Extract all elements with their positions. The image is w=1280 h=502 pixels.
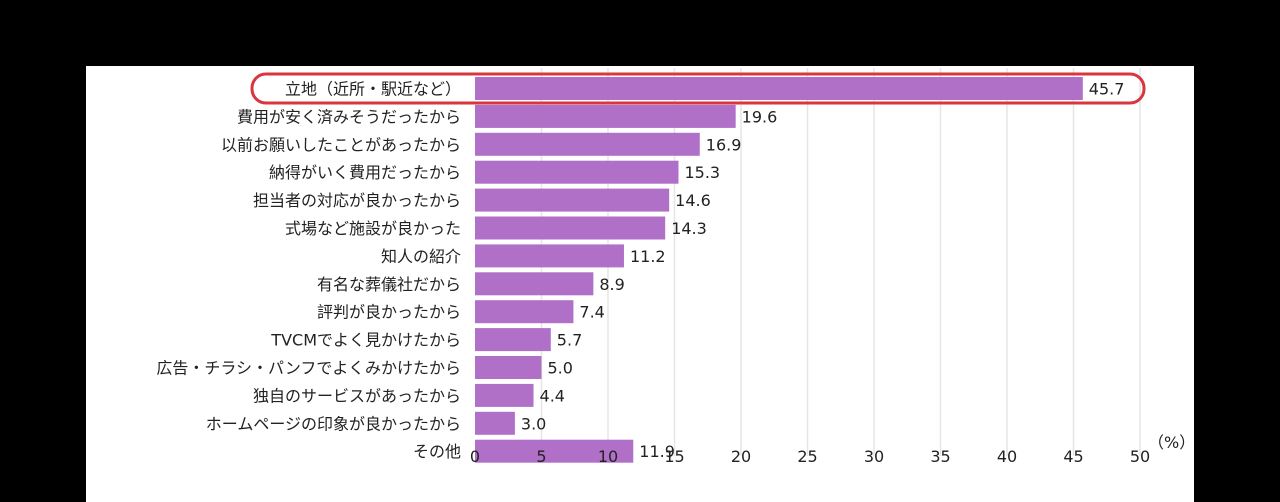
bar-4 [475, 188, 670, 212]
unit-label: （%） [1148, 433, 1194, 452]
category-label: 立地（近所・駅近など） [285, 80, 461, 99]
bar-7 [475, 272, 594, 296]
bar-2 [475, 132, 700, 156]
bar-13 [475, 439, 634, 463]
x-tick-label: 5 [536, 447, 546, 466]
category-label: 納得がいく費用だったから [269, 163, 461, 182]
bar-0 [475, 77, 1083, 100]
highlight-outline [250, 72, 1146, 105]
x-tick-label: 25 [797, 447, 817, 466]
category-label: 式場など施設が良かった [285, 219, 461, 238]
category-label: 以前お願いしたことがあったから [221, 135, 461, 154]
value-label: 5.7 [557, 331, 582, 350]
value-label: 11.2 [630, 247, 666, 266]
value-label: 3.0 [521, 414, 546, 433]
category-label: 費用が安く済みそうだったから [237, 107, 461, 126]
x-tick-label: 45 [1063, 447, 1083, 466]
category-label: 独自のサービスがあったから [253, 386, 461, 405]
value-label: 16.9 [706, 135, 742, 154]
x-tick-label: 0 [470, 447, 480, 466]
value-label: 5.0 [548, 359, 573, 378]
bar-1 [475, 104, 736, 128]
bar-12 [475, 411, 515, 435]
bar-chart: 立地（近所・駅近など） 45.7 費用が安く済みそうだったから 19.6 以前お願いした… [156, 68, 1194, 466]
x-tick-label: 50 [1130, 447, 1150, 466]
value-label: 11.9 [639, 442, 675, 461]
x-tick-label: 15 [664, 447, 684, 466]
bar-10 [475, 356, 542, 379]
bar-3 [475, 160, 679, 184]
chart-panel: 立地（近所・駅近など） 45.7 費用が安く済みそうだったから 19.6 以前お願いした… [86, 66, 1194, 502]
bar-8 [475, 300, 574, 324]
x-tick-label: 35 [930, 447, 950, 466]
x-tick-label: 10 [598, 447, 618, 466]
value-label: 14.3 [671, 219, 707, 238]
category-label: その他 [413, 442, 461, 461]
value-label: 14.6 [675, 191, 711, 210]
value-label: 4.4 [540, 386, 565, 405]
value-label: 15.3 [684, 163, 720, 182]
value-label: 8.9 [599, 275, 624, 294]
category-label: ホームページの印象が良かったから [206, 414, 461, 433]
bar-9 [475, 328, 551, 352]
value-label: 7.4 [579, 303, 604, 322]
category-label: 担当者の対応が良かったから [253, 191, 461, 210]
bar-5 [475, 216, 666, 240]
category-label: 有名な葬儀社だから [317, 275, 461, 294]
x-tick-label: 30 [864, 447, 884, 466]
x-tick-label: 40 [997, 447, 1017, 466]
value-label: 45.7 [1089, 80, 1125, 99]
category-label: TVCMでよく見かけたから [270, 331, 461, 350]
category-label: 広告・チラシ・パンフでよくみかけたから [156, 359, 461, 378]
x-tick-label: 20 [731, 447, 751, 466]
category-label: 評判が良かったから [317, 303, 461, 322]
value-label: 19.6 [742, 107, 778, 126]
category-label: 知人の紹介 [381, 247, 461, 266]
bar-6 [475, 244, 624, 268]
bar-11 [475, 383, 534, 407]
